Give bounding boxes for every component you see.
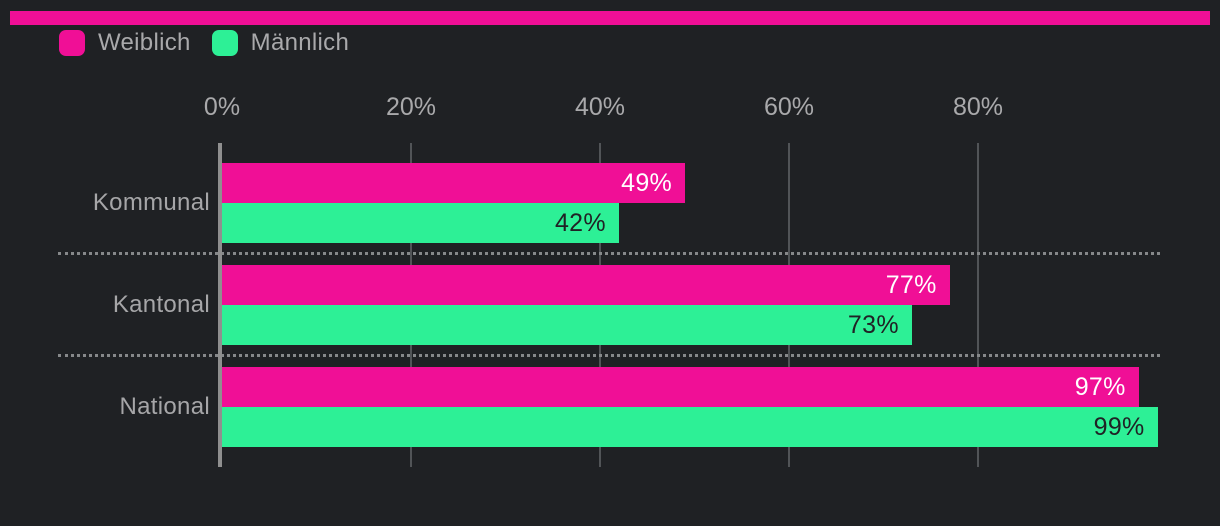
legend-swatch-maennlich-icon bbox=[211, 30, 238, 56]
category-label-kantonal: Kantonal bbox=[112, 291, 210, 318]
bar-weiblich-national: 97% bbox=[222, 367, 1139, 407]
bar-value-label: 42% bbox=[554, 208, 606, 237]
x-tick-label-80: 80% bbox=[952, 93, 1004, 121]
category-label-kommunal: Kommunal bbox=[92, 189, 210, 216]
group-separator bbox=[58, 354, 1160, 357]
bar-maennlich-national: 99% bbox=[222, 407, 1158, 447]
legend-item-weiblich: Weiblich bbox=[59, 29, 191, 57]
accent-strip bbox=[10, 11, 1210, 25]
bar-value-label: 73% bbox=[847, 310, 899, 339]
legend-item-maennlich: Männlich bbox=[211, 29, 350, 57]
x-tick-label-20: 20% bbox=[385, 93, 437, 121]
legend-swatch-weiblich-icon bbox=[59, 30, 85, 56]
category-label-national: National bbox=[119, 393, 210, 420]
group-separator bbox=[58, 252, 1160, 255]
legend-label-weiblich: Weiblich bbox=[98, 29, 191, 56]
bar-maennlich-kommunal: 42% bbox=[222, 203, 619, 243]
bar-weiblich-kantonal: 77% bbox=[222, 265, 950, 305]
bar-value-label: 99% bbox=[1093, 412, 1145, 441]
chart-legend: Weiblich Männlich bbox=[59, 29, 349, 57]
x-tick-label-0: 0% bbox=[203, 93, 241, 121]
bar-value-label: 49% bbox=[621, 168, 673, 197]
y-axis-line bbox=[218, 143, 222, 467]
x-tick-label-40: 40% bbox=[574, 93, 626, 121]
bar-value-label: 77% bbox=[885, 270, 937, 299]
x-tick-label-60: 60% bbox=[763, 93, 815, 121]
bar-weiblich-kommunal: 49% bbox=[222, 163, 686, 203]
bar-maennlich-kantonal: 73% bbox=[222, 305, 912, 345]
bar-value-label: 97% bbox=[1074, 372, 1126, 401]
gridline-80 bbox=[977, 143, 979, 467]
legend-label-maennlich: Männlich bbox=[250, 29, 350, 56]
